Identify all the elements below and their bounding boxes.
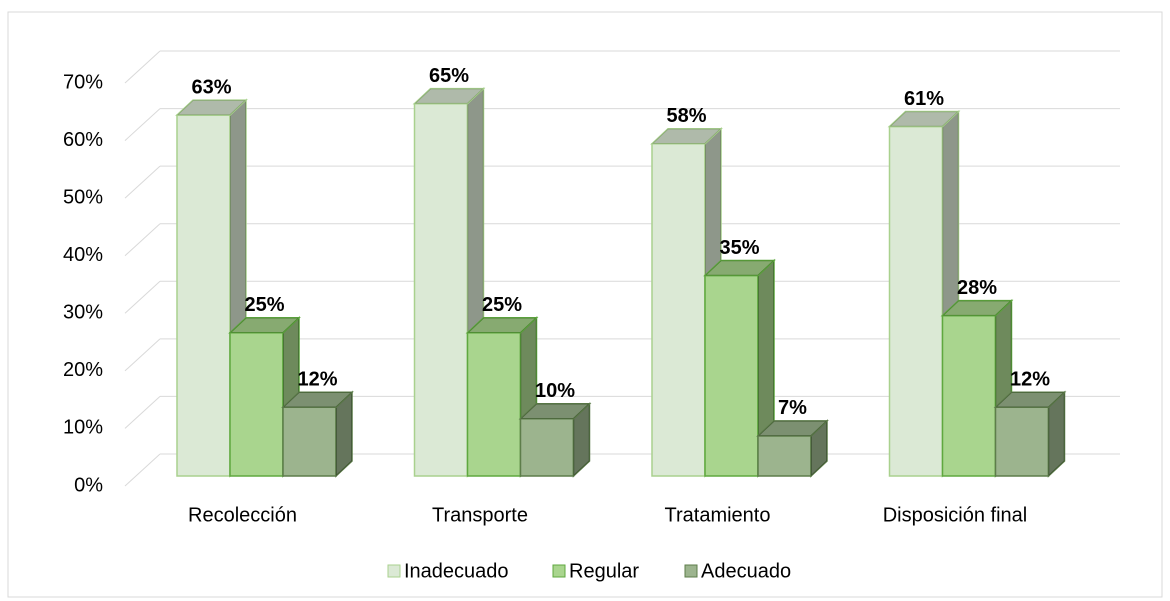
- bar-side-shade: [336, 392, 352, 476]
- chart-frame: [7, 11, 1163, 598]
- bar-top-shade: [652, 128, 721, 144]
- bar: [941, 314, 997, 477]
- bar: [466, 332, 522, 477]
- y-tick-label: 0%: [74, 474, 103, 496]
- grid-line: [124, 108, 161, 141]
- bar-top: [281, 391, 354, 409]
- value-label: 63%: [191, 76, 231, 98]
- value-label: 10%: [535, 380, 575, 402]
- legend-label: Regular: [569, 560, 639, 582]
- value-label: 35%: [719, 237, 759, 259]
- bar-top: [703, 259, 776, 277]
- x-tick-label: Disposición final: [883, 504, 1028, 526]
- grid-line: [124, 338, 161, 372]
- bar: [282, 406, 337, 477]
- bar-top: [518, 402, 592, 420]
- bar-top: [412, 87, 486, 105]
- bar: [519, 417, 575, 477]
- legend-label: Inadecuado: [404, 560, 509, 582]
- legend-label: Adecuado: [701, 560, 791, 582]
- bar-top: [756, 420, 829, 437]
- legend-swatch: [684, 564, 698, 578]
- bar-top-shade: [283, 392, 352, 408]
- bar-top: [887, 110, 961, 128]
- bar: [704, 274, 759, 477]
- value-label: 25%: [244, 294, 284, 316]
- x-tick-label: Transporte: [432, 504, 528, 526]
- bar: [229, 332, 284, 477]
- value-label: 61%: [904, 88, 944, 110]
- y-tick-label: 10%: [63, 417, 103, 439]
- bar-top: [940, 299, 1014, 317]
- x-tick-label: Tratamiento: [665, 504, 771, 526]
- bar-top: [465, 317, 539, 334]
- bar: [651, 142, 706, 477]
- grid-line: [124, 223, 161, 257]
- grid-line: [124, 50, 161, 84]
- bar: [413, 102, 469, 477]
- bar-top-shade: [520, 403, 590, 419]
- y-tick-label: 40%: [63, 244, 103, 266]
- bar-side-shade: [811, 420, 827, 476]
- bar-side-shade: [573, 403, 590, 476]
- bar-side-shade: [1048, 392, 1065, 476]
- bar-top-shade: [889, 111, 959, 127]
- bar-top: [228, 317, 301, 334]
- value-label: 65%: [429, 65, 469, 87]
- y-tick-label: 60%: [63, 129, 103, 151]
- bar-top-shade: [230, 317, 299, 333]
- value-label: 25%: [482, 294, 522, 316]
- bar-top: [650, 127, 723, 145]
- bar-top-shade: [942, 300, 1012, 316]
- bar: [888, 125, 944, 477]
- value-label: 28%: [957, 277, 997, 299]
- value-label: 12%: [1010, 369, 1050, 391]
- bar-top: [175, 99, 248, 116]
- y-tick-label: 70%: [63, 71, 103, 93]
- value-label: 58%: [666, 105, 706, 127]
- bar-top-shade: [758, 420, 827, 436]
- y-tick-label: 30%: [63, 302, 103, 324]
- bar-top-shade: [177, 100, 246, 116]
- grid-line: [124, 280, 161, 314]
- grid-line: [124, 453, 161, 487]
- y-tick-label: 20%: [63, 359, 103, 381]
- grid-line: [124, 396, 161, 429]
- bar-top: [993, 391, 1067, 409]
- bar-top-shade: [414, 88, 484, 104]
- bar: [176, 114, 231, 477]
- value-label: 7%: [778, 397, 807, 419]
- bar: [757, 435, 812, 477]
- bar: [994, 406, 1050, 477]
- grid-line: [124, 165, 161, 199]
- legend-swatch: [552, 564, 566, 578]
- bar-top-shade: [995, 392, 1065, 408]
- legend-swatch: [387, 564, 401, 578]
- value-label: 12%: [297, 369, 337, 391]
- bar-top-shade: [467, 317, 537, 333]
- x-tick-label: Recolección: [188, 504, 297, 526]
- bar-top-shade: [705, 260, 774, 276]
- y-tick-label: 50%: [63, 186, 103, 208]
- bar-side-shade: [758, 260, 774, 476]
